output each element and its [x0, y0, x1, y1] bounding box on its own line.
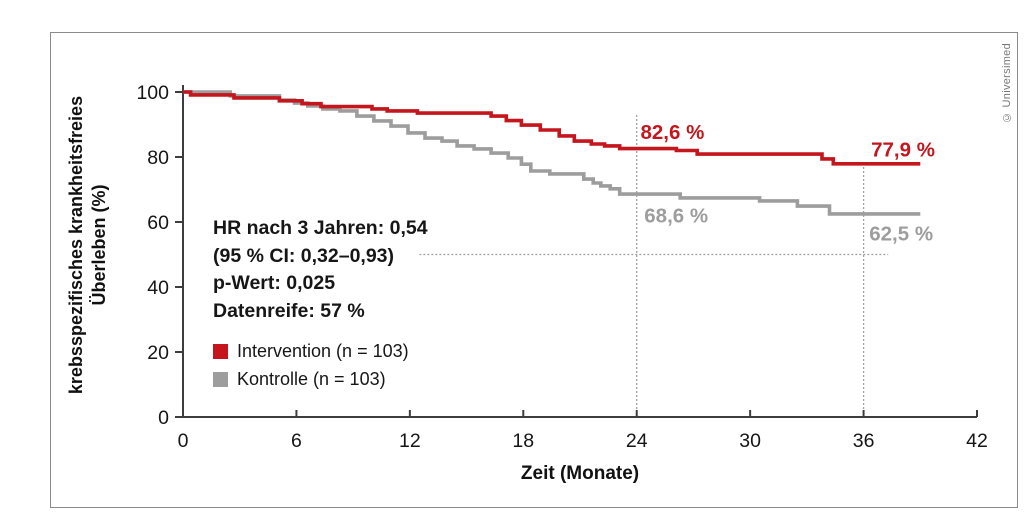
x-tick-label: 6 — [291, 430, 302, 452]
legend-label-kontrolle: Kontrolle (n = 103) — [237, 368, 386, 389]
survival-curve-intervention — [183, 90, 921, 166]
curve-value-annotation: 77,9 % — [871, 138, 935, 161]
legend-label-intervention: Intervention (n = 103) — [237, 340, 409, 361]
kontrolle-swatch-icon — [213, 371, 228, 387]
curve-value-annotation: 62,5 % — [869, 223, 933, 246]
y-tick-label: 80 — [147, 147, 169, 169]
curve-value-annotation: 68,6 % — [644, 205, 708, 228]
intervention-swatch-icon — [213, 343, 228, 359]
x-axis-title: Zeit (Monate) — [520, 463, 640, 484]
stats-block: HR nach 3 Jahren: 0,54 (95 % CI: 0,32–0,… — [213, 215, 428, 325]
y-axis-title: krebsspezifisches krankheitsfreies Überl… — [65, 96, 111, 394]
x-tick-label: 42 — [966, 430, 988, 452]
stats-maturity: Datenreife: 57 % — [213, 299, 365, 322]
chart-panel: 0 20 40 60 80 100 0 6 12 18 24 30 36 42 82,6 % 68,6 % 77… — [50, 32, 1018, 508]
curve-value-annotation: 82,6 % — [640, 121, 704, 144]
copyright-credit: © Universimed — [1001, 43, 1013, 124]
stats-pvalue: p-Wert: 0,025 — [213, 272, 336, 294]
x-tick-label: 12 — [399, 430, 421, 452]
stats-hr: HR nach 3 Jahren: 0,54 — [213, 217, 428, 239]
x-tick-label: 18 — [512, 430, 534, 452]
y-tick-label: 40 — [147, 277, 169, 299]
y-axis-title-line1: krebsspezifisches krankheitsfreies — [66, 95, 86, 395]
x-tick-label: 0 — [178, 430, 189, 452]
legend-item-intervention: Intervention (n = 103) — [213, 337, 409, 365]
y-tick-label: 100 — [136, 82, 169, 104]
y-tick-label: 60 — [147, 212, 169, 234]
kaplan-meier-plot: 0 20 40 60 80 100 0 6 12 18 24 30 36 42 82,6 % 68,6 % 77… — [136, 82, 988, 452]
y-tick-label: 0 — [158, 407, 169, 429]
x-tick-label: 24 — [626, 430, 648, 452]
legend-item-kontrolle: Kontrolle (n = 103) — [213, 365, 409, 393]
y-tick-label: 20 — [147, 342, 169, 364]
x-tick-label: 36 — [853, 430, 875, 452]
legend: Intervention (n = 103) Kontrolle (n = 10… — [213, 337, 409, 393]
stats-ci: (95 % CI: 0,32–0,93) — [213, 244, 395, 267]
x-tick-label: 30 — [739, 430, 761, 452]
y-axis-title-line2: Überleben (%) — [89, 184, 109, 306]
